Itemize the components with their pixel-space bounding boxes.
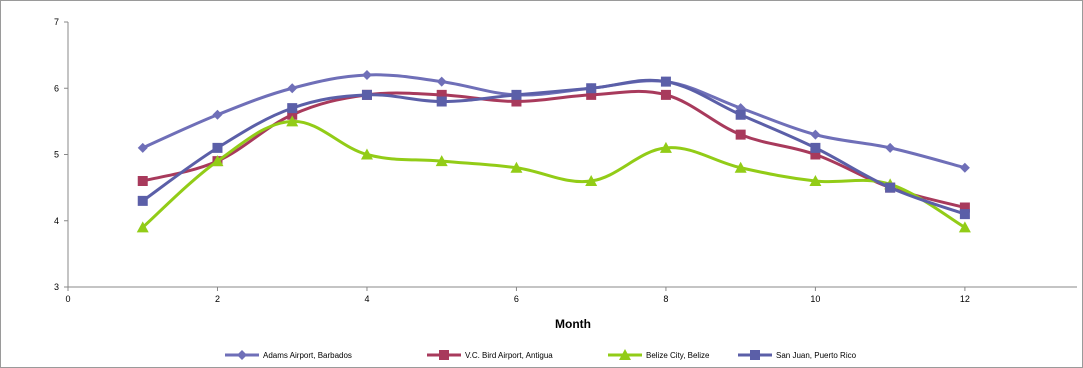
data-point: [436, 89, 447, 100]
data-point: [885, 142, 896, 153]
series-line: [141, 119, 966, 229]
x-tick-label: 2: [215, 294, 220, 304]
data-point: [810, 129, 821, 140]
legend-label: San Juan, Puerto Rico: [776, 351, 857, 360]
data-point: [659, 141, 672, 153]
chart-series: [136, 70, 971, 233]
x-tick-label: 0: [65, 294, 70, 304]
x-tick-label: 10: [810, 294, 820, 304]
data-point: [212, 109, 223, 120]
legend-label: V.C. Bird Airport, Antigua: [465, 351, 553, 360]
x-axis-label: Month: [555, 317, 591, 331]
legend-label: Belize City, Belize: [646, 351, 710, 360]
legend-item: San Juan, Puerto Rico: [738, 350, 857, 360]
data-point: [734, 161, 747, 173]
data-point: [958, 221, 971, 233]
data-point: [660, 89, 671, 100]
legend-marker: [619, 349, 631, 360]
data-point: [809, 175, 822, 186]
data-point: [959, 209, 970, 220]
data-point: [361, 70, 372, 80]
y-tick-label: 3: [54, 282, 59, 292]
x-tick-label: 4: [364, 294, 369, 304]
data-point: [287, 109, 298, 120]
data-point: [360, 148, 373, 160]
x-tick-label: 8: [663, 294, 668, 304]
data-point: [885, 182, 896, 193]
legend-marker: [750, 350, 760, 360]
series-line: [142, 89, 966, 209]
data-point: [137, 195, 148, 206]
legend-item: V.C. Bird Airport, Antigua: [427, 350, 553, 360]
data-point: [212, 142, 223, 153]
data-point: [586, 89, 597, 100]
data-point: [585, 175, 598, 186]
data-point: [211, 155, 224, 167]
data-point: [436, 76, 447, 87]
data-point: [810, 142, 821, 153]
data-point: [361, 89, 372, 100]
x-tick-label: 12: [960, 294, 970, 304]
data-point: [287, 83, 298, 94]
chart-legend: Adams Airport, Barbados V.C. Bird Airport…: [225, 349, 857, 360]
legend-marker: [237, 350, 247, 360]
data-point: [287, 103, 298, 114]
data-point: [136, 221, 149, 233]
data-point: [959, 162, 970, 173]
legend-marker: [439, 350, 449, 360]
series-3: [136, 115, 971, 233]
legend-item: Belize City, Belize: [608, 349, 710, 360]
series-line: [142, 73, 966, 170]
data-point: [435, 155, 448, 167]
data-point: [436, 96, 447, 107]
data-point: [137, 142, 148, 153]
data-point: [137, 176, 148, 186]
data-point: [511, 96, 522, 107]
series-4: [137, 76, 970, 220]
series-2: [137, 89, 970, 213]
data-point: [660, 76, 671, 87]
data-point: [586, 83, 597, 94]
data-point: [959, 202, 970, 213]
data-point: [510, 161, 523, 173]
series-line: [141, 78, 966, 216]
data-point: [810, 149, 821, 160]
data-point: [735, 129, 746, 140]
data-point: [511, 89, 522, 100]
y-tick-label: 4: [54, 216, 59, 226]
chart-axes: 3 4 5 6 7 0 2 4 6 8 10 12: [54, 17, 1077, 304]
y-tick-label: 6: [54, 83, 59, 93]
y-tick-label: 5: [54, 150, 59, 160]
data-point: [286, 115, 299, 127]
x-tick-label: 6: [514, 294, 519, 304]
legend-item: Adams Airport, Barbados: [225, 350, 352, 360]
data-point: [735, 109, 746, 120]
legend-label: Adams Airport, Barbados: [263, 351, 352, 360]
y-tick-label: 7: [54, 17, 59, 27]
